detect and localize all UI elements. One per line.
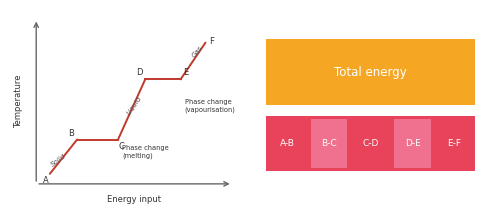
Text: E: E — [183, 69, 188, 78]
Text: Liquid: Liquid — [126, 95, 143, 116]
Text: D: D — [137, 69, 143, 78]
Text: Energy input: Energy input — [108, 195, 161, 204]
Text: A: A — [43, 176, 48, 185]
Text: Phase change
(vapourisation): Phase change (vapourisation) — [185, 99, 236, 113]
Bar — [392, 116, 433, 171]
Bar — [352, 119, 389, 168]
Bar — [266, 39, 475, 105]
Bar — [394, 119, 431, 168]
Text: Temperature: Temperature — [14, 74, 23, 128]
Bar — [308, 116, 350, 171]
Text: Gas: Gas — [191, 45, 204, 59]
Text: A-B: A-B — [280, 139, 295, 148]
Text: Solid: Solid — [50, 153, 67, 168]
Text: F: F — [209, 37, 214, 46]
Text: B: B — [68, 129, 74, 138]
Text: C-D: C-D — [362, 139, 379, 148]
Bar — [436, 119, 473, 168]
Text: B-C: B-C — [321, 139, 337, 148]
Bar — [269, 119, 306, 168]
Text: E-F: E-F — [447, 139, 461, 148]
Bar — [433, 116, 475, 171]
Text: Total energy: Total energy — [335, 66, 407, 79]
Bar — [350, 116, 392, 171]
Text: Phase change
(melting): Phase change (melting) — [122, 145, 169, 159]
Text: C: C — [119, 142, 124, 151]
Bar — [266, 116, 308, 171]
Text: D-E: D-E — [405, 139, 420, 148]
Bar — [311, 119, 348, 168]
